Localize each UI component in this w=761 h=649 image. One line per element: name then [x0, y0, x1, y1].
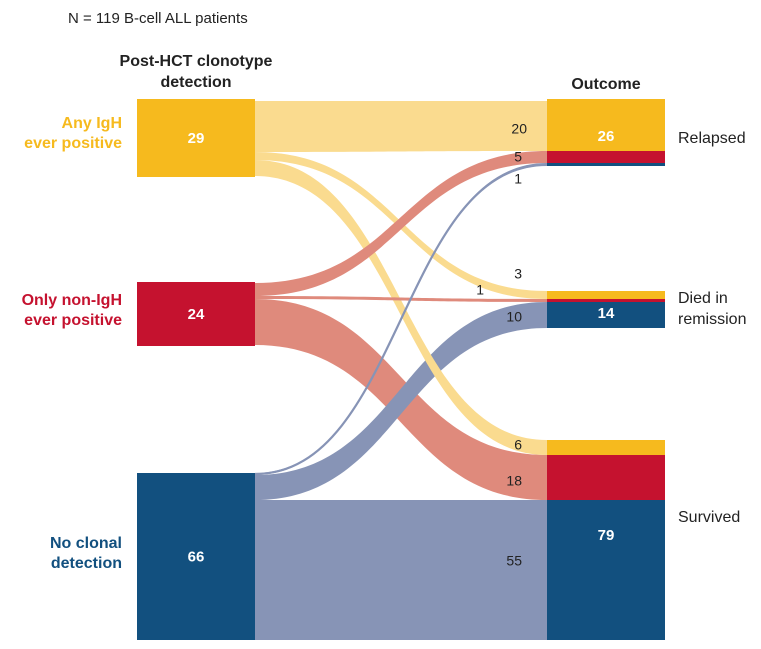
source-count-none: 66: [188, 548, 205, 565]
flow-value-igh-died: 3: [514, 266, 522, 282]
flow-line-none-relapsed: [254, 163, 548, 476]
flow-none-died: [255, 302, 547, 500]
source-label-igh-line1: Any IgH: [62, 115, 122, 132]
outcome-segment-died-nonigh: [547, 299, 665, 302]
source-node-nonigh: [137, 282, 255, 346]
source-node-none: [137, 473, 255, 640]
outcome-segment-survived-nonigh: [547, 455, 665, 500]
flow-nonigh-relapsed: [255, 151, 547, 296]
outcome-label-died-line2: remission: [678, 311, 746, 328]
flow-value-nonigh-relapsed: 5: [514, 149, 522, 165]
source-label-igh-line2: ever positive: [24, 135, 122, 152]
flow-value-none-relapsed: 1: [514, 171, 522, 187]
outcome-count-survived: 79: [598, 527, 615, 544]
source-node-igh: [137, 99, 255, 177]
left-header-line2: detection: [160, 74, 231, 91]
nodes-layer: [137, 99, 665, 640]
subtitle: N = 119 B-cell ALL patients: [68, 10, 248, 27]
outcome-segment-died-none: [547, 302, 665, 328]
outcome-count-relapsed: 26: [598, 128, 615, 145]
source-label-none-line2: detection: [51, 555, 122, 572]
flow-value-nonigh-survived: 18: [506, 473, 522, 489]
flow-value-none-died: 10: [506, 309, 522, 325]
outcome-label-relapsed-line1: Relapsed: [678, 130, 746, 147]
flow-value-igh-survived: 6: [514, 437, 522, 453]
source-count-nonigh: 24: [188, 306, 205, 323]
right-header: Outcome: [571, 76, 640, 93]
flow-line-nonigh-died: [254, 296, 548, 302]
left-header-line1: Post-HCT clonotype: [120, 53, 273, 70]
outcome-segment-died-igh: [547, 291, 665, 299]
flow-none-survived: [255, 500, 547, 640]
source-label-nonigh-line2: ever positive: [24, 312, 122, 329]
labels-layer: N = 119 B-cell ALL patients Post-HCT clo…: [22, 10, 747, 572]
outcome-label-survived-line1: Survived: [678, 509, 740, 526]
flow-igh-relapsed: [255, 101, 547, 152]
outcome-label-died-line1: Died in: [678, 290, 728, 307]
outcome-segment-relapsed-igh: [547, 99, 665, 151]
source-label-none-line1: No clonal: [50, 535, 122, 552]
flow-value-none-survived: 55: [506, 553, 522, 569]
outcome-segment-survived-none: [547, 500, 665, 640]
flows-layer: [254, 101, 548, 640]
source-label-nonigh-line1: Only non-IgH: [22, 292, 122, 309]
outcome-segment-relapsed-nonigh: [547, 151, 665, 163]
outcome-count-died: 14: [598, 305, 615, 322]
outcome-segment-relapsed-none: [547, 163, 665, 166]
flow-igh-survived: [255, 160, 547, 455]
source-count-igh: 29: [188, 130, 205, 147]
flow-value-nonigh-died: 1: [476, 282, 484, 298]
outcome-segment-survived-igh: [547, 440, 665, 455]
flow-value-igh-relapsed: 20: [511, 121, 527, 137]
